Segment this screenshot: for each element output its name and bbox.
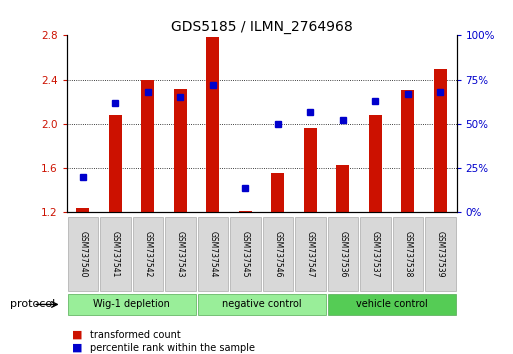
Text: vehicle control: vehicle control: [356, 299, 427, 309]
Bar: [68, 293, 195, 315]
Text: GSM737546: GSM737546: [273, 231, 282, 277]
Bar: [304, 129, 317, 212]
Bar: [434, 69, 447, 212]
Bar: [295, 217, 326, 291]
Text: protocol: protocol: [10, 299, 55, 309]
Bar: [133, 217, 163, 291]
Text: negative control: negative control: [222, 299, 302, 309]
Text: GSM737537: GSM737537: [371, 231, 380, 277]
Text: GSM737545: GSM737545: [241, 231, 250, 277]
Text: Wig-1 depletion: Wig-1 depletion: [93, 299, 170, 309]
Text: GSM737538: GSM737538: [403, 231, 412, 277]
Bar: [271, 173, 284, 212]
Text: percentile rank within the sample: percentile rank within the sample: [90, 343, 255, 353]
Bar: [230, 217, 261, 291]
Bar: [206, 36, 220, 212]
Bar: [68, 217, 98, 291]
Bar: [198, 293, 326, 315]
Text: GSM737540: GSM737540: [78, 231, 87, 277]
Text: GSM737539: GSM737539: [436, 231, 445, 277]
Text: ■: ■: [72, 343, 82, 353]
Bar: [425, 217, 456, 291]
Bar: [239, 211, 252, 212]
Bar: [337, 165, 349, 212]
Bar: [328, 217, 358, 291]
Bar: [369, 115, 382, 212]
Bar: [263, 217, 293, 291]
Bar: [76, 208, 89, 212]
Bar: [174, 88, 187, 212]
Bar: [360, 217, 390, 291]
Text: GSM737541: GSM737541: [111, 231, 120, 277]
Text: GSM737543: GSM737543: [176, 231, 185, 277]
Text: ■: ■: [72, 330, 82, 339]
Bar: [100, 217, 131, 291]
Bar: [392, 217, 423, 291]
Bar: [165, 217, 195, 291]
Text: GSM737536: GSM737536: [339, 231, 347, 277]
Bar: [109, 115, 122, 212]
Text: GSM737547: GSM737547: [306, 231, 315, 277]
Bar: [328, 293, 456, 315]
Bar: [401, 90, 415, 212]
Text: GSM737542: GSM737542: [144, 231, 152, 277]
Text: GSM737544: GSM737544: [208, 231, 218, 277]
Bar: [142, 80, 154, 212]
Text: transformed count: transformed count: [90, 330, 181, 339]
Title: GDS5185 / ILMN_2764968: GDS5185 / ILMN_2764968: [171, 21, 352, 34]
Bar: [198, 217, 228, 291]
